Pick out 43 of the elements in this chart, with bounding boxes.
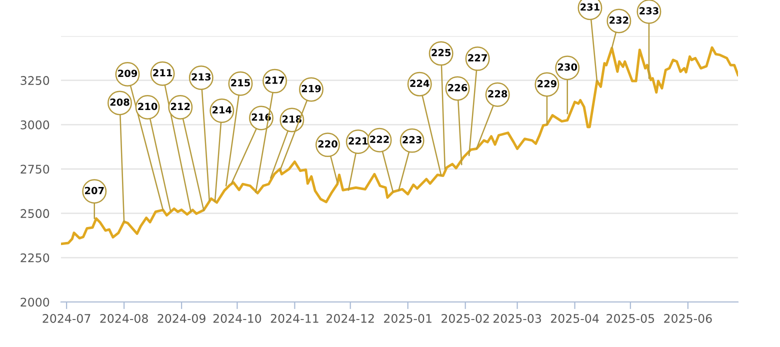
annotation: 229: [538, 80, 556, 88]
x-tick-label: 2025-06: [664, 314, 712, 323]
y-tick-label: 2000: [20, 298, 50, 307]
x-tick-label: 2025-02: [442, 314, 489, 323]
annotation: 230: [558, 63, 578, 71]
annotation: 228: [488, 90, 508, 98]
y-tick-label: 2750: [20, 164, 50, 174]
y-tick-label: 2250: [20, 253, 50, 262]
annotation: 210: [138, 102, 158, 110]
annotation: 223: [402, 136, 422, 144]
x-tick-label: 2025-03: [493, 314, 541, 323]
x-tick-label: 2024-12: [326, 314, 374, 323]
x-tick-label: 2024-10: [213, 314, 262, 323]
annotation: 213: [192, 73, 211, 81]
annotation: 217: [265, 76, 284, 84]
x-tick-label: 2024-11: [270, 314, 318, 323]
y-tick-label: 3000: [20, 120, 50, 130]
annotation: 208: [110, 98, 130, 106]
annotation: 227: [468, 54, 487, 62]
annotation: 211: [153, 69, 172, 76]
annotation: 212: [171, 102, 190, 110]
annotation: 220: [318, 140, 338, 148]
annotation: 214: [212, 106, 232, 114]
x-tick-label: 2024-07: [42, 314, 90, 323]
annotation: 222: [370, 136, 389, 143]
annotation: 233: [640, 7, 658, 14]
x-tick-label: 2024-09: [158, 314, 206, 323]
annotation: 224: [410, 80, 430, 87]
annotation: 219: [302, 84, 321, 92]
y-tick-label: 2500: [20, 209, 50, 218]
annotation: 215: [231, 79, 250, 86]
x-tick-label: 2025-05: [606, 314, 654, 323]
annotation: 207: [85, 186, 104, 194]
y-tick-label: 3250: [20, 76, 50, 85]
x-tick-label: 2025-04: [550, 314, 599, 323]
annotation: 226: [448, 84, 468, 92]
x-tick-label: 2024-08: [100, 314, 148, 323]
annotation: 232: [610, 16, 628, 24]
annotation: 209: [118, 70, 138, 78]
line-series: [61, 46, 738, 246]
annotation: 231: [580, 3, 600, 11]
annotation: 225: [432, 48, 451, 56]
x-tick-label: 2025-01: [384, 314, 432, 323]
